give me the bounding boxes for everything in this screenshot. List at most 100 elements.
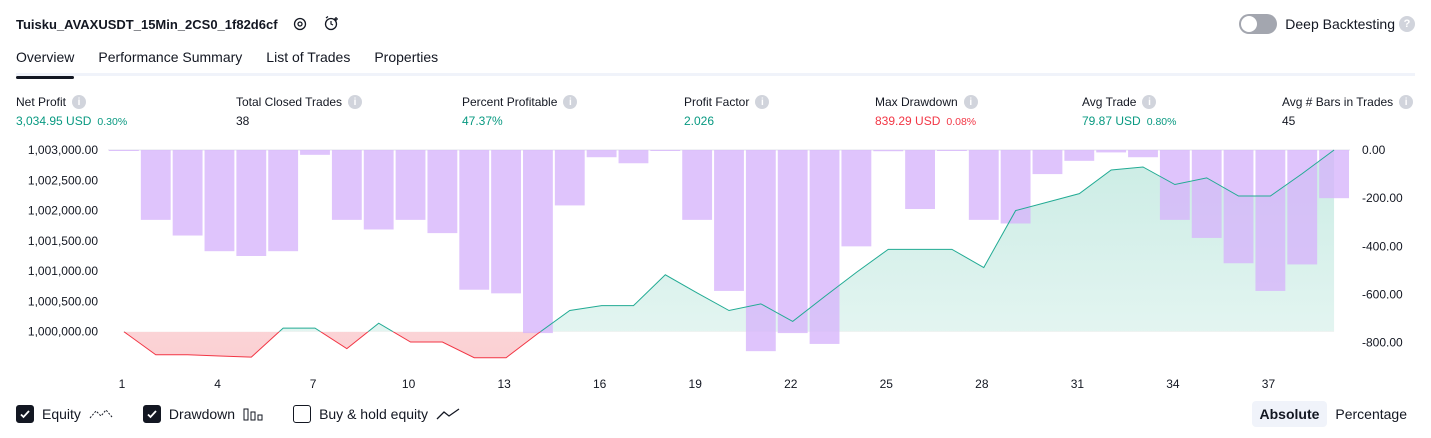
strategy-header: Tuisku_AVAXUSDT_15Min_2CS0_1f82d6cf [16, 12, 344, 36]
display-mode-switch: Absolute Percentage [1251, 401, 1416, 427]
drawdown-bar [395, 150, 426, 220]
drawdown-bar [682, 150, 713, 220]
strategy-title: Tuisku_AVAXUSDT_15Min_2CS0_1f82d6cf [16, 16, 278, 32]
legend-equity[interactable]: Equity [16, 405, 113, 423]
drawdown-bar [1096, 150, 1127, 153]
y-left-tick-label: 1,002,500.00 [28, 173, 98, 187]
drawdown-bar [1319, 150, 1349, 199]
tab-properties[interactable]: Properties [374, 49, 439, 65]
metric-avg-bars: Avg # Bars in Trades i 45 [1282, 94, 1414, 128]
drawdown-bar [650, 150, 681, 151]
x-tick-label: 37 [1262, 377, 1276, 391]
bar-chart-icon [243, 407, 263, 421]
metric-avg-trade: Avg Trade i 79.87 USD 0.80% [1082, 94, 1176, 128]
metric-profit-factor: Profit Factor i 2.026 [684, 94, 770, 128]
info-icon[interactable]: i [963, 95, 978, 109]
drawdown-bar [1128, 150, 1158, 158]
drawdown-bar [268, 150, 299, 252]
info-icon[interactable]: i [755, 95, 770, 109]
tab-bar: Overview Performance Summary List of Tra… [16, 46, 1415, 79]
x-tick-label: 13 [497, 377, 511, 391]
drawdown-bar [523, 150, 553, 334]
info-icon[interactable]: i [1142, 95, 1157, 109]
metric-value: 839.29 USD [875, 114, 941, 128]
legend-label: Buy & hold equity [319, 406, 429, 422]
x-tick-label: 19 [689, 377, 703, 391]
toggle-knob [1241, 16, 1258, 32]
metric-label: Avg Trade [1082, 95, 1137, 109]
equity-profit-area [123, 150, 1335, 332]
metric-label: Avg # Bars in Trades [1282, 95, 1394, 109]
legend-drawdown[interactable]: Drawdown [142, 405, 263, 423]
x-tick-label: 34 [1166, 377, 1180, 391]
settings-icon[interactable] [288, 12, 312, 36]
x-tick-label: 16 [593, 377, 607, 391]
equity-line [123, 149, 1335, 332]
legend-buy-hold[interactable]: Buy & hold equity [293, 405, 460, 423]
drawdown-bar [459, 150, 490, 290]
metric-percent: 0.30% [97, 116, 128, 128]
drawdown-bar [427, 150, 458, 234]
metric-percent: 0.08% [946, 116, 977, 128]
legend-label: Equity [42, 406, 81, 422]
drawdown-bar [1191, 150, 1222, 238]
metric-value: 47.37% [462, 114, 503, 128]
y-right-tick-label: 0.00 [1362, 143, 1386, 157]
buy-hold-checkbox[interactable] [293, 405, 312, 423]
y-right-tick-label: -400.00 [1362, 239, 1403, 253]
drawdown-bar [841, 150, 872, 247]
drawdown-bar [1255, 150, 1286, 291]
drawdown-bar [172, 150, 203, 236]
equity-loss-area [123, 331, 541, 358]
drawdown-bar [204, 150, 235, 252]
x-tick-label: 31 [1071, 377, 1085, 391]
y-right-tick-label: -800.00 [1362, 336, 1403, 350]
info-icon[interactable]: i [1399, 95, 1414, 109]
drawdown-bar [363, 150, 394, 230]
drawdown-bar [905, 150, 935, 210]
tab-overview[interactable]: Overview [16, 46, 75, 79]
absolute-button[interactable]: Absolute [1251, 401, 1328, 427]
drawdown-bar [586, 150, 617, 158]
x-tick-label: 22 [784, 377, 798, 391]
drawdown-bar [331, 150, 362, 220]
x-tick-label: 4 [214, 377, 221, 391]
help-icon[interactable]: ? [1399, 16, 1415, 32]
metric-max-drawdown: Max Drawdown i 839.29 USD 0.08% [875, 94, 978, 128]
equity-line-icon [89, 407, 113, 421]
y-left-tick-label: 1,001,000.00 [28, 264, 98, 278]
metric-value: 2.026 [684, 114, 715, 128]
drawdown-bar [873, 150, 904, 152]
info-icon[interactable]: i [72, 95, 87, 109]
x-tick-label: 1 [119, 377, 126, 391]
info-icon[interactable]: i [563, 95, 578, 109]
add-alert-icon[interactable] [320, 12, 344, 36]
deep-backtesting-toggle[interactable] [1239, 14, 1278, 34]
equity-checkbox[interactable] [16, 405, 34, 423]
drawdown-bar [236, 150, 267, 256]
tab-list-of-trades[interactable]: List of Trades [266, 49, 351, 65]
metric-total-closed-trades: Total Closed Trades i 38 [236, 94, 363, 128]
metric-label: Percent Profitable [462, 95, 558, 109]
drawdown-bar [300, 150, 330, 155]
x-tick-label: 10 [402, 377, 416, 391]
drawdown-bar [491, 150, 521, 294]
metric-value: 45 [1282, 114, 1296, 128]
drawdown-bar [1000, 150, 1031, 224]
drawdown-checkbox[interactable] [142, 405, 161, 423]
drawdown-bar [1287, 150, 1318, 265]
y-left-tick-label: 1,002,000.00 [28, 204, 98, 218]
y-left-tick-label: 1,000,500.00 [28, 294, 98, 308]
drawdown-bar [937, 150, 967, 151]
y-left-tick-label: 1,001,500.00 [28, 234, 98, 248]
tab-performance-summary[interactable]: Performance Summary [98, 49, 243, 65]
chart-legend: Equity Drawdown Buy & hold equity [16, 403, 490, 425]
drawdown-bar [1064, 150, 1095, 161]
metric-value: 3,034.95 USD [16, 114, 92, 128]
percentage-button[interactable]: Percentage [1335, 406, 1407, 422]
info-icon[interactable]: i [348, 95, 363, 109]
metric-label: Net Profit [16, 95, 67, 109]
metric-net-profit: Net Profit i 3,034.95 USD 0.30% [16, 94, 127, 128]
equity-drawdown-chart: 1,003,000.00 1,002,500.00 1,002,000.00 1,00… [28, 143, 1403, 391]
drawdown-bar [809, 150, 840, 344]
